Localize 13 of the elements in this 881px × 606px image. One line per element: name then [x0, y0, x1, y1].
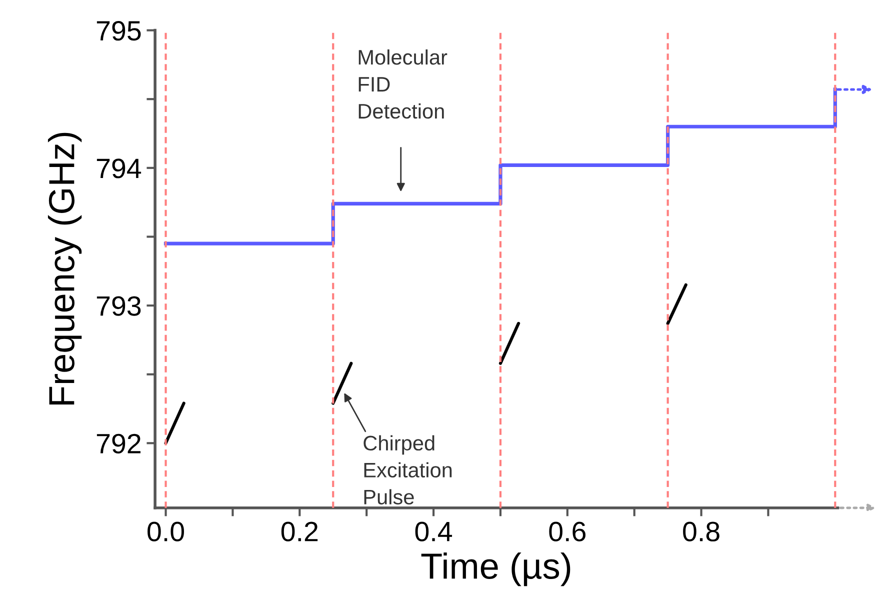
y-tick-label: 792 — [96, 434, 140, 454]
x-axis-title: Time (µs) — [421, 552, 570, 586]
y-axis-title: Frequency (GHz) — [48, 132, 82, 405]
annotation: Molecular FID Detection — [358, 49, 448, 119]
x-tick-label: 0.6 — [549, 522, 586, 542]
y-tick-label: 793 — [96, 296, 141, 316]
annotation: Chirped Excitation Pulse — [364, 435, 452, 504]
x-tick-label: 0.4 — [415, 522, 452, 542]
y-tick-label: 794 — [96, 158, 142, 178]
x-tick-label: 0.2 — [281, 522, 318, 542]
x-tick-label: 0.0 — [148, 522, 184, 542]
x-tick-label: 0.8 — [683, 522, 720, 542]
y-tick-label: 795 — [96, 20, 141, 41]
